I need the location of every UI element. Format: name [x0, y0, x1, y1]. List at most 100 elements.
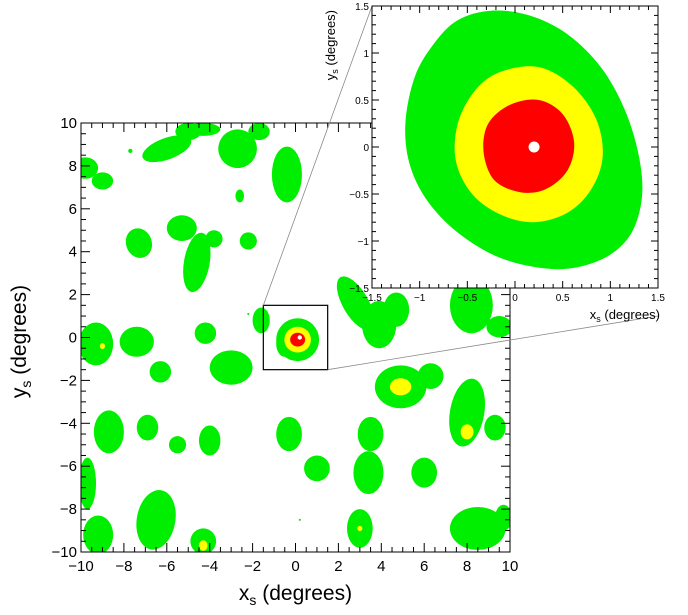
- contour-region-green: [298, 518, 301, 521]
- contour-region-green: [239, 232, 257, 250]
- contour-region-green: [218, 129, 257, 169]
- x-tick-label: 8: [463, 558, 471, 575]
- contour-region-green: [93, 410, 124, 454]
- y-axis-title: ys (degrees): [8, 285, 34, 398]
- contour-region-green: [168, 436, 187, 454]
- contour-region-green: [209, 350, 253, 385]
- contour-region-yellow: [460, 424, 474, 440]
- inset-y-tick-label: −1: [358, 237, 370, 248]
- contour-region-green: [183, 232, 211, 293]
- y-tick-label: −2: [60, 372, 77, 389]
- inset-y-axis-symbol: y: [323, 73, 338, 80]
- inset-x-axis-title: xs (degrees): [590, 307, 660, 324]
- contour-region-green: [136, 490, 176, 550]
- source-contour-red: [290, 332, 306, 347]
- contour-region-green: [304, 455, 330, 482]
- contour-region-green: [449, 378, 486, 447]
- source-position-marker: [297, 335, 302, 340]
- y-tick-label: 2: [69, 287, 77, 304]
- inset-y-axis-unit: (degrees): [323, 10, 338, 69]
- inset-x-axis-subscript: s: [596, 314, 601, 324]
- contour-region-green: [81, 457, 97, 510]
- y-axis-symbol: y: [8, 387, 31, 398]
- inset-x-tick-label: −1: [414, 293, 426, 304]
- zoom-connector-line: [262, 5, 373, 306]
- x-tick-label: 0: [291, 558, 299, 575]
- contour-region-green: [83, 515, 114, 552]
- contour-region-green: [271, 146, 302, 203]
- y-tick-label: −4: [60, 415, 77, 432]
- contour-region-green: [486, 316, 510, 338]
- inset-x-axis-symbol: x: [590, 307, 597, 322]
- x-axis-symbol: x: [239, 582, 250, 605]
- contour-region-green: [417, 363, 444, 389]
- inset-y-tick-label: −0.5: [349, 190, 369, 201]
- contour-region-green: [205, 230, 223, 248]
- contour-region-green: [248, 123, 270, 141]
- contour-region-green: [198, 425, 221, 456]
- contour-region-yellow: [198, 540, 208, 551]
- inset-y-tick-label: 1.5: [355, 2, 369, 13]
- contour-region-green: [149, 361, 172, 383]
- y-tick-label: 10: [60, 115, 77, 132]
- inset-source-marker: [528, 141, 540, 153]
- contour-region-green: [484, 414, 506, 441]
- x-axis-subscript: s: [249, 592, 256, 608]
- x-tick-label: −10: [68, 558, 93, 575]
- contour-region-green: [383, 292, 410, 327]
- x-tick-label: 6: [420, 558, 428, 575]
- contour-region-green: [83, 339, 92, 349]
- contour-region-green: [128, 148, 133, 154]
- inset-contour-layer: [405, 10, 643, 270]
- inset-x-axis-unit: (degrees): [601, 307, 660, 322]
- inset-y-axis-title: ys (degrees): [323, 10, 340, 80]
- zoom-box: [262, 304, 329, 371]
- x-tick-label: −2: [244, 558, 261, 575]
- inset-axes: −1.5 −1 −0.5 0 0.5 1 1.5 −1.5 −1 −0.5 0 0.5 1 1.5: [349, 2, 665, 304]
- contour-region-green: [142, 135, 192, 163]
- zoom-connector-line: [327, 315, 659, 371]
- x-tick-label: −6: [158, 558, 175, 575]
- y-axis-unit: (degrees): [8, 285, 31, 381]
- x-axis-unit: (degrees): [256, 582, 352, 605]
- contour-region-green: [119, 326, 154, 357]
- inset-y-tick-label: 0: [363, 143, 369, 154]
- y-tick-label: 4: [69, 244, 77, 261]
- inset-y-tick-label: −1.5: [349, 284, 369, 295]
- y-tick-label: −8: [60, 501, 77, 518]
- inset-x-tick-label: 0: [512, 293, 518, 304]
- inset-x-tick-label: 0.5: [556, 293, 570, 304]
- contour-region-green: [235, 189, 245, 203]
- contour-region-yellow: [99, 343, 106, 350]
- inset-chart: −1.5 −1 −0.5 0 0.5 1 1.5 −1.5 −1 −0.5 0 0.5 1 1.5 xs …: [323, 2, 665, 324]
- contour-region-green: [276, 416, 302, 452]
- contour-region-green: [247, 312, 250, 315]
- y-tick-label: 0: [69, 330, 77, 347]
- inset-y-axis-subscript: s: [330, 69, 340, 74]
- y-tick-label: −10: [52, 544, 77, 561]
- inset-x-tick-label: 1: [608, 293, 614, 304]
- y-tick-label: 8: [69, 158, 77, 175]
- contour-region-green: [353, 451, 384, 495]
- x-axis-title: xs (degrees): [239, 582, 352, 608]
- inset-y-tick-label: 0.5: [355, 96, 369, 107]
- y-axis-subscript: s: [18, 381, 34, 388]
- contour-region-green: [194, 322, 217, 344]
- contour-region-green: [125, 228, 153, 258]
- contour-region-green: [81, 322, 114, 366]
- contour-region-green: [494, 504, 510, 531]
- inset-y-tick-label: 1: [363, 49, 369, 60]
- x-tick-label: 10: [502, 558, 519, 575]
- contour-region-yellow: [357, 525, 363, 531]
- y-tick-label: −6: [60, 458, 77, 475]
- contour-region-yellow: [389, 378, 412, 396]
- contour-region-green: [166, 215, 197, 241]
- main-contour-layer: [81, 123, 510, 552]
- x-tick-label: 4: [377, 558, 385, 575]
- y-tick-label: 6: [69, 201, 77, 218]
- contour-region-green: [81, 157, 99, 179]
- inset-x-tick-label: 1.5: [651, 293, 665, 304]
